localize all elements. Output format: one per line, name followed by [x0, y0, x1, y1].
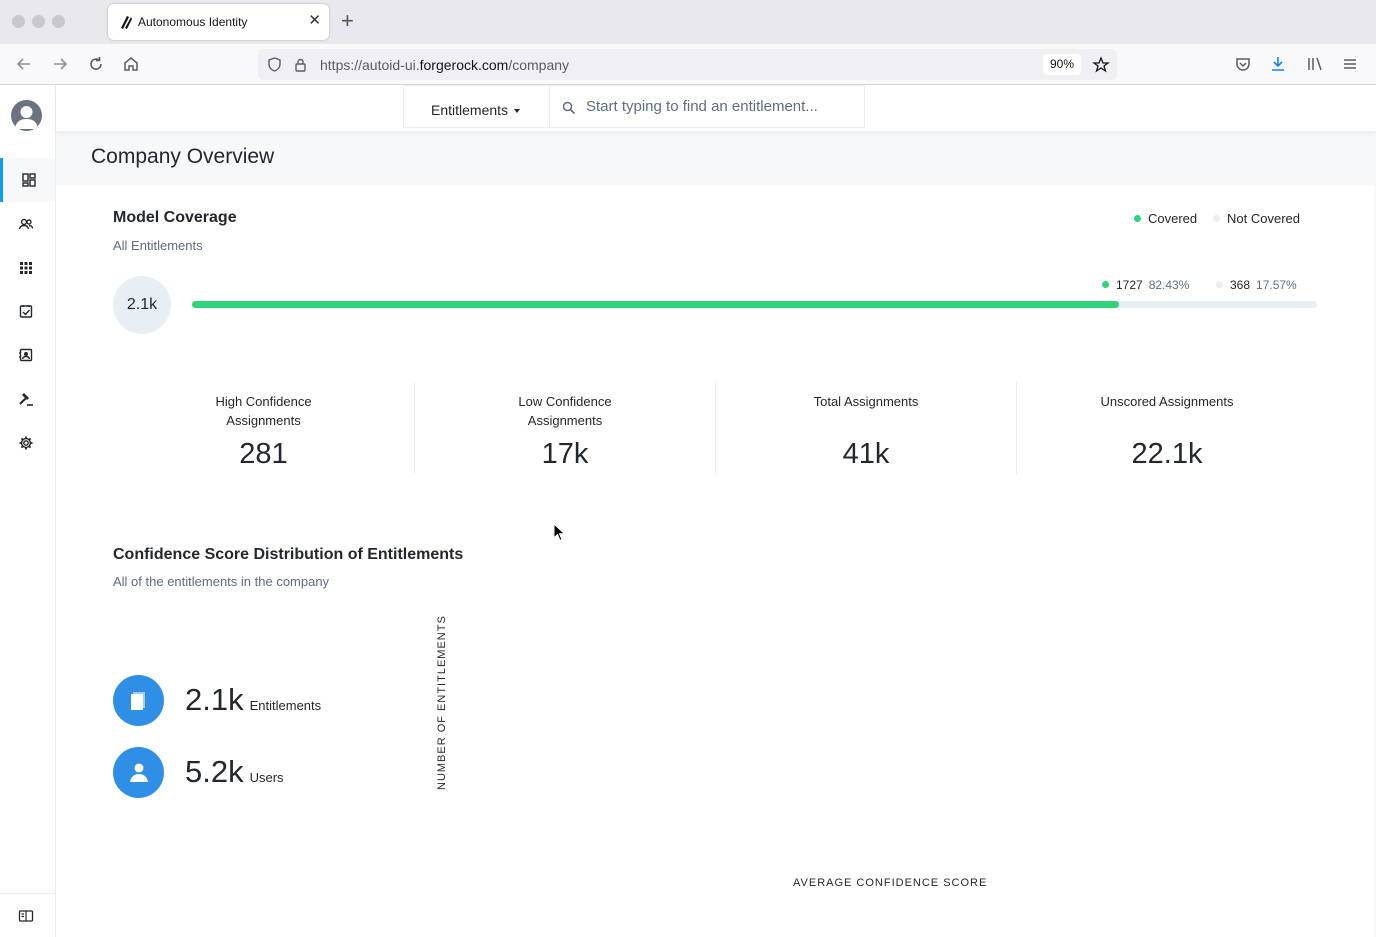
- legend-not-covered: Not Covered: [1213, 211, 1300, 226]
- stat-value: 17k: [541, 438, 589, 470]
- search-icon: [562, 101, 576, 115]
- overview-card: Model Coverage All Entitlements Covered …: [56, 185, 1374, 937]
- app-toolbar: Entitlements: [56, 85, 1376, 131]
- model-coverage-subtitle: All Entitlements: [113, 238, 203, 253]
- model-coverage-title: Model Coverage: [113, 209, 237, 226]
- shield-icon[interactable]: [266, 56, 283, 73]
- user-avatar-icon: [15, 106, 38, 129]
- browser-tab[interactable]: Autonomous Identity ✕: [108, 4, 329, 40]
- stat-total-assignments: Total Assignments 41k: [715, 382, 1016, 474]
- caret-down-icon: [514, 109, 521, 114]
- entitlements-count: 2.1k Entitlements: [185, 682, 322, 717]
- browser-tab-bar: Autonomous Identity ✕ +: [0, 0, 1376, 44]
- stat-high-confidence: High Confidence Assignments 281: [113, 382, 414, 474]
- downloads-icon[interactable]: [1268, 54, 1288, 74]
- mouse-cursor-icon: [553, 523, 566, 542]
- gear-icon: [19, 436, 33, 450]
- entity-type-dropdown-label: Entitlements: [431, 102, 509, 118]
- new-tab-icon[interactable]: +: [341, 8, 354, 33]
- window-close-dot[interactable]: [12, 15, 25, 28]
- stat-label: High Confidence Assignments: [215, 394, 312, 428]
- sidebar-item-applications[interactable]: [0, 246, 55, 290]
- sidebar-collapse-toggle[interactable]: [0, 893, 55, 937]
- library-icon[interactable]: [1305, 54, 1325, 74]
- forgerock-logo-icon: [121, 16, 132, 29]
- covered-dot-icon: [1102, 281, 1109, 289]
- back-icon[interactable]: [14, 54, 34, 74]
- stat-value: 22.1k: [1131, 438, 1203, 470]
- sidebar-item-tasks[interactable]: [0, 289, 55, 333]
- y-axis-label: NUMBER OF ENTITLEMENTS: [436, 615, 448, 790]
- stat-value: 41k: [842, 438, 890, 470]
- main-content: Company Overview Model Coverage All Enti…: [56, 131, 1376, 937]
- sidebar-item-dashboard[interactable]: [0, 158, 55, 202]
- legend-covered: Covered: [1134, 211, 1197, 226]
- stat-value: 281: [239, 438, 288, 470]
- distribution-subtitle: All of the entitlements in the company: [113, 574, 330, 589]
- tab-title: Autonomous Identity: [138, 15, 248, 29]
- window-zoom-dot[interactable]: [52, 15, 65, 28]
- not-covered-count: 368: [1230, 278, 1251, 292]
- not-covered-stat: 368 17.57%: [1216, 278, 1297, 292]
- url-bar[interactable]: https://autoid-ui.forgerock.com/company …: [258, 49, 1117, 80]
- window-minimize-dot[interactable]: [32, 15, 45, 28]
- sidebar-item-users[interactable]: [0, 202, 55, 246]
- search-input[interactable]: [586, 98, 856, 115]
- coverage-total-bubble: 2.1k: [113, 276, 171, 334]
- apps-grid-icon: [20, 262, 32, 274]
- stat-label: Unscored Assignments: [1100, 394, 1234, 409]
- gavel-icon: [19, 393, 33, 406]
- users-count: 5.2k Users: [185, 754, 284, 789]
- stat-low-confidence: Low Confidence Assignments 17k: [414, 382, 715, 474]
- users-icon: [18, 218, 34, 230]
- entitlements-badge: [113, 675, 164, 726]
- stat-unscored-assignments: Unscored Assignments 22.1k: [1016, 382, 1317, 474]
- search-box[interactable]: [549, 85, 865, 128]
- tab-close-icon[interactable]: ✕: [308, 12, 321, 29]
- coverage-bar-track: [192, 301, 1317, 308]
- lock-icon[interactable]: [292, 56, 309, 73]
- not-covered-dot-icon: [1216, 281, 1223, 289]
- menu-icon[interactable]: [1340, 54, 1360, 74]
- avatar[interactable]: [11, 100, 42, 131]
- stat-label: Total Assignments: [813, 394, 919, 409]
- panel-toggle-icon: [18, 910, 34, 922]
- entity-type-dropdown[interactable]: Entitlements: [403, 85, 550, 128]
- app-sidebar: [0, 85, 56, 937]
- stat-label: Low Confidence Assignments: [518, 394, 612, 428]
- home-icon[interactable]: [121, 54, 141, 74]
- coverage-bar-fill: [192, 301, 1120, 308]
- sidebar-item-contacts[interactable]: [0, 333, 55, 377]
- sidebar-item-rules[interactable]: [0, 377, 55, 421]
- legend-not-covered-label: Not Covered: [1227, 211, 1300, 226]
- forward-icon[interactable]: [50, 54, 70, 74]
- dashboard-icon: [22, 173, 36, 187]
- zoom-level[interactable]: 90%: [1043, 54, 1081, 75]
- browser-nav-bar: https://autoid-ui.forgerock.com/company …: [0, 44, 1376, 85]
- users-badge: [113, 747, 164, 798]
- legend-covered-label: Covered: [1148, 211, 1198, 226]
- user-icon: [130, 763, 148, 782]
- reload-icon[interactable]: [86, 54, 106, 74]
- not-covered-dot-icon: [1213, 215, 1220, 223]
- covered-dot-icon: [1134, 215, 1141, 223]
- not-covered-percent: 17.57%: [1256, 278, 1297, 292]
- url-text[interactable]: https://autoid-ui.forgerock.com/company: [320, 57, 570, 73]
- covered-stat: 1727 82.43%: [1102, 278, 1189, 292]
- page-title: Company Overview: [91, 145, 275, 168]
- bookmark-star-icon[interactable]: [1092, 56, 1110, 74]
- contact-card-icon: [19, 348, 33, 362]
- covered-percent: 82.43%: [1148, 278, 1190, 292]
- distribution-title: Confidence Score Distribution of Entitle…: [113, 546, 464, 563]
- pocket-icon[interactable]: [1233, 54, 1253, 74]
- document-stack-icon: [131, 692, 145, 710]
- covered-count: 1727: [1116, 278, 1143, 292]
- x-axis-label: AVERAGE CONFIDENCE SCORE: [793, 877, 988, 889]
- sidebar-item-settings[interactable]: [0, 421, 55, 465]
- checklist-icon: [19, 305, 33, 318]
